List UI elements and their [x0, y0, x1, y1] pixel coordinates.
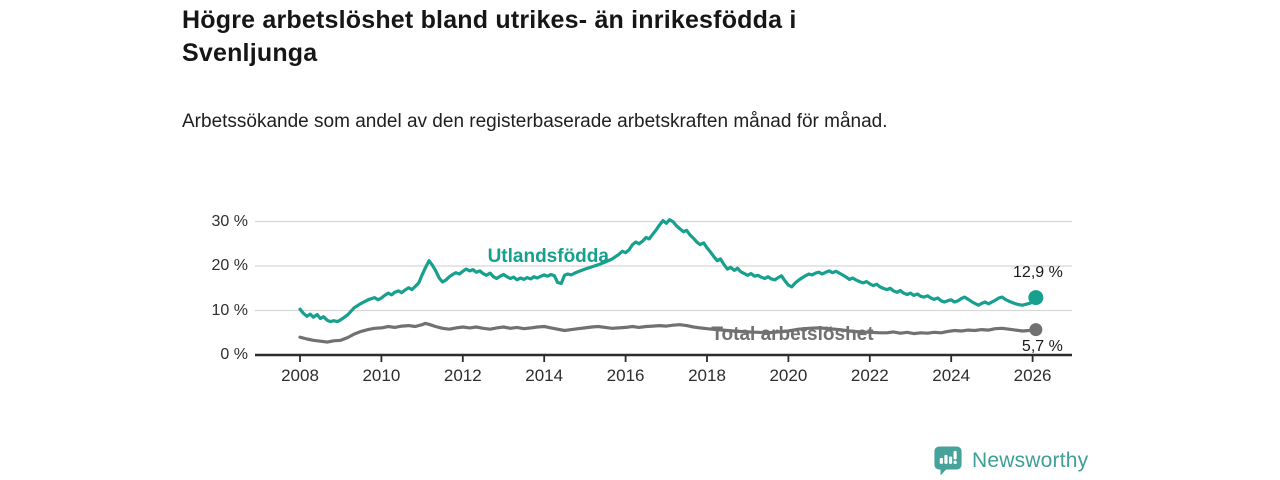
x-axis-label: 2022 — [850, 366, 889, 385]
y-axis-label: 30 % — [211, 212, 248, 230]
y-axis-label: 10 % — [211, 301, 248, 319]
x-axis-label: 2020 — [769, 366, 808, 385]
newsworthy-logo-icon — [934, 446, 962, 476]
x-axis-label: 2018 — [688, 366, 726, 385]
x-axis-label: 2026 — [1013, 366, 1052, 385]
x-axis-label: 2010 — [362, 366, 401, 385]
y-axis-label: 20 % — [211, 257, 248, 274]
series-line-total — [298, 321, 1038, 344]
end-value-label: 5,7 % — [1021, 337, 1063, 355]
series-end-dot — [1028, 290, 1044, 306]
series-label: Utlandsfödda — [487, 246, 609, 268]
y-axis-label: 0 % — [220, 346, 248, 363]
brand-footer: Newsworthy — [933, 445, 1088, 477]
series-line-utlandsfodda — [298, 218, 1038, 324]
x-axis-label: 2012 — [443, 366, 482, 385]
x-axis-label: 2024 — [932, 366, 971, 385]
x-axis-label: 2008 — [281, 366, 319, 385]
series-label: Total arbetslöshet — [711, 323, 874, 345]
brand-name: Newsworthy — [972, 449, 1089, 472]
x-axis-label: 2014 — [525, 366, 564, 385]
chart-title: Högre arbetslöshet bland utrikes- än inr… — [182, 6, 797, 67]
end-value-label: 12,9 % — [1013, 263, 1063, 281]
chart-subtitle: Arbetssökande som andel av den registerb… — [182, 111, 888, 132]
x-axis-label: 2016 — [606, 366, 645, 385]
series-end-dot — [1029, 323, 1043, 337]
